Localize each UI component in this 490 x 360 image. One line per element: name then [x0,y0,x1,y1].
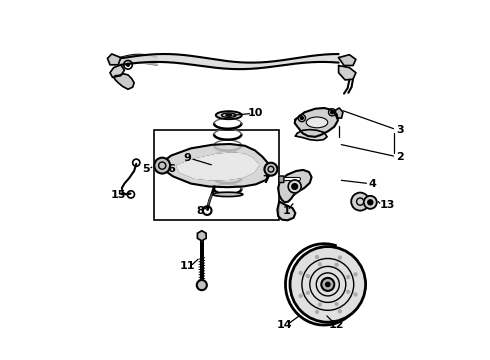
Circle shape [331,111,334,114]
Text: 13: 13 [380,200,395,210]
Text: 8: 8 [196,206,204,216]
Circle shape [197,280,207,290]
Polygon shape [107,54,121,65]
Circle shape [326,282,330,287]
Text: 2: 2 [396,152,404,162]
Circle shape [316,256,318,258]
Text: 12: 12 [329,320,344,330]
Circle shape [364,196,377,209]
Polygon shape [278,170,312,202]
Circle shape [351,193,369,211]
Circle shape [306,291,309,294]
Text: 14: 14 [277,320,293,330]
Circle shape [316,310,318,313]
Ellipse shape [226,114,232,116]
Circle shape [354,273,357,276]
Polygon shape [162,144,271,187]
Text: 6: 6 [167,164,175,174]
Polygon shape [110,65,124,77]
Ellipse shape [213,192,243,197]
Circle shape [299,271,302,274]
Text: 10: 10 [248,108,264,118]
Circle shape [354,293,357,296]
Bar [154,130,279,220]
Circle shape [265,163,277,176]
Circle shape [339,310,342,313]
Circle shape [288,180,301,193]
Polygon shape [277,202,295,220]
Polygon shape [339,66,356,80]
Circle shape [290,247,366,322]
Polygon shape [114,74,134,89]
Text: 9: 9 [183,153,191,163]
Ellipse shape [216,111,242,119]
Text: 3: 3 [396,125,404,135]
Text: 11: 11 [180,261,195,271]
Text: 1: 1 [283,206,290,216]
FancyBboxPatch shape [279,176,284,183]
Circle shape [318,303,321,306]
Circle shape [126,63,129,66]
Text: 4: 4 [369,179,377,189]
Circle shape [335,303,338,306]
Circle shape [292,184,297,189]
Circle shape [299,294,302,297]
Text: 7: 7 [263,175,270,185]
Polygon shape [176,153,259,180]
Polygon shape [334,108,343,118]
Polygon shape [295,130,327,140]
Circle shape [300,117,303,120]
Ellipse shape [306,117,328,128]
Polygon shape [339,55,356,66]
Circle shape [368,200,373,205]
Circle shape [339,256,342,259]
Polygon shape [294,108,338,137]
Circle shape [318,263,321,266]
Text: 15: 15 [111,190,126,200]
Circle shape [335,263,338,266]
Circle shape [346,291,349,293]
Circle shape [346,275,349,278]
Text: 5: 5 [142,164,150,174]
Circle shape [154,158,170,174]
Circle shape [321,278,334,291]
Circle shape [306,275,309,278]
